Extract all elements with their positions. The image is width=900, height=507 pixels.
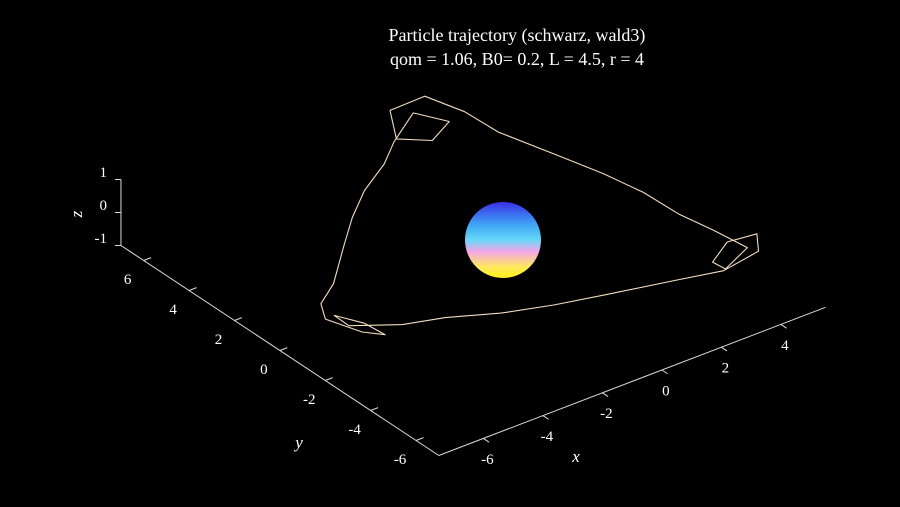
y-tick	[325, 377, 333, 381]
y-tick	[143, 257, 152, 261]
x-tick-label: -6	[481, 452, 494, 468]
x-tick-label: 4	[781, 338, 789, 354]
y-tick	[279, 347, 288, 351]
trajectory	[320, 95, 760, 336]
x-axis-label: x	[571, 447, 580, 466]
y-tick-label: -4	[348, 422, 361, 438]
x-tick	[542, 415, 549, 420]
black-hole-sphere	[465, 202, 541, 278]
x-tick-label: 0	[662, 383, 670, 399]
y-tick-label: -6	[394, 452, 407, 468]
x-axis-line	[438, 306, 826, 456]
y-tick	[370, 407, 379, 411]
y-tick-label: 4	[169, 302, 177, 318]
y-tick-label: -2	[303, 392, 316, 408]
chart-subtitle: qom = 1.06, B0= 0.2, L = 4.5, r = 4	[390, 49, 644, 69]
x-tick	[661, 369, 668, 375]
y-tick-label: 6	[124, 272, 132, 288]
x-tick-label: 2	[722, 361, 730, 377]
x-tick	[780, 323, 787, 329]
y-tick-label: 0	[260, 362, 268, 378]
x-tick	[721, 346, 728, 352]
z-tick-label: -1	[94, 231, 107, 247]
x-tick-label: -4	[541, 429, 554, 445]
z-axis-label: z	[67, 210, 86, 218]
chart-title: Particle trajectory (schwarz, wald3)	[389, 25, 646, 46]
y-tick	[234, 317, 243, 321]
y-tick	[415, 437, 424, 441]
z-tick-label: 1	[99, 165, 107, 181]
axes: -6 -4 -2 0 2 4 -6 -4 -2 0 2 4 6 -1 0 1	[94, 165, 826, 468]
plot	[320, 95, 760, 336]
y-tick	[188, 287, 197, 291]
x-tick-label: -2	[600, 406, 613, 422]
y-tick-label: 2	[215, 332, 223, 348]
z-tick-label: 0	[99, 198, 107, 214]
y-axis-label: y	[293, 433, 303, 452]
x-tick	[483, 437, 490, 443]
x-tick	[602, 392, 609, 397]
